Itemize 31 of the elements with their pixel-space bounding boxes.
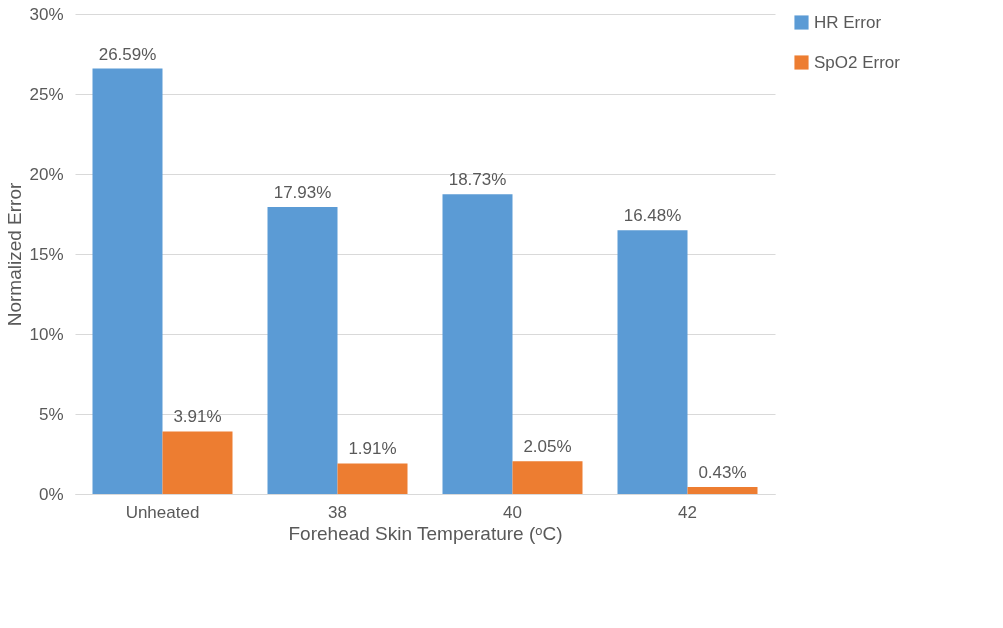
y-tick-label: 20% (29, 164, 64, 184)
data-label: 2.05% (523, 437, 572, 457)
bar (512, 461, 583, 494)
y-tick-label: 30% (29, 4, 64, 24)
x-tick-label: 38 (328, 502, 347, 522)
bar (162, 431, 233, 494)
data-label: 26.59% (98, 44, 157, 64)
data-label: 18.73% (448, 170, 507, 190)
y-tick-label: 25% (29, 84, 64, 104)
x-tick-label: Unheated (125, 502, 200, 522)
y-tick-label: 0% (38, 484, 64, 504)
data-label: 1.91% (348, 439, 397, 459)
legend-label: SpO2 Error (814, 52, 901, 72)
y-tick-label: 15% (29, 244, 64, 264)
bar (617, 230, 688, 494)
x-axis-title: Forehead Skin Temperature (ᵒC) (288, 522, 563, 544)
data-label: 17.93% (273, 183, 332, 203)
data-label: 16.48% (623, 206, 682, 226)
legend-label: HR Error (814, 12, 882, 32)
bar (687, 487, 758, 494)
y-tick-label: 5% (38, 404, 64, 424)
y-axis-title: Normalized Error (4, 182, 26, 327)
x-tick-label: 40 (503, 502, 522, 522)
data-label: 0.43% (698, 463, 747, 483)
bar (442, 194, 513, 494)
bar (337, 463, 408, 494)
x-tick-label: 42 (678, 502, 697, 522)
bar (92, 68, 163, 494)
bar (267, 207, 338, 494)
data-label: 3.91% (173, 407, 222, 427)
y-tick-label: 10% (29, 324, 64, 344)
